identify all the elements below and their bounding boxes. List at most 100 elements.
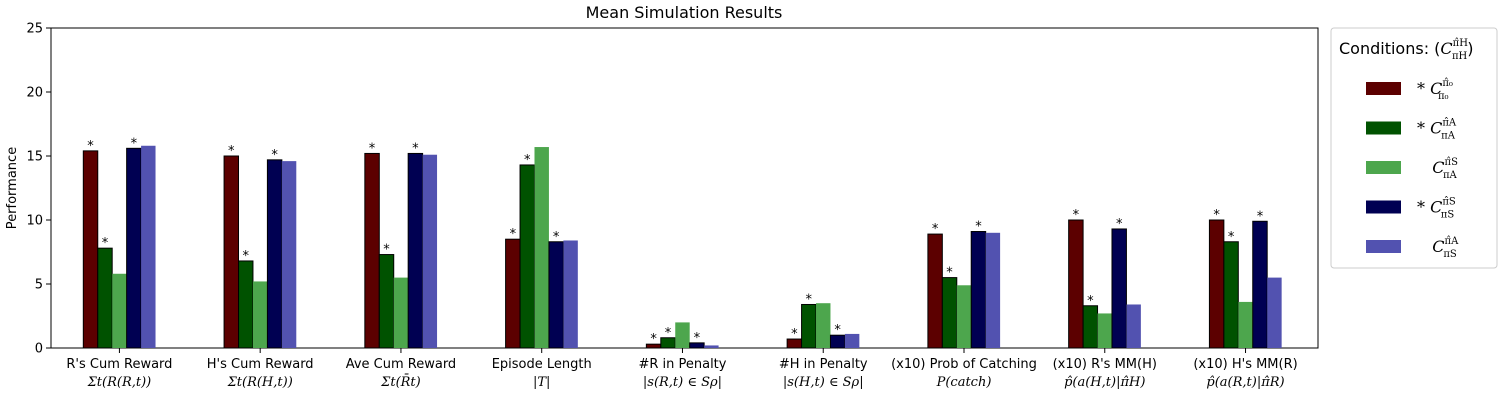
bar <box>675 322 690 348</box>
legend-title-sub: πH <box>1452 51 1468 62</box>
x-tick-formula: Σt(R(R,t)) <box>87 375 152 390</box>
legend-label-symbol: C <box>1430 119 1442 138</box>
x-tick-label: (x10) H's MM(R) <box>1193 357 1297 372</box>
legend-label-symbol: C <box>1432 158 1444 177</box>
legend-label-sub: π₀ <box>1438 91 1449 102</box>
y-tick-label: 0 <box>35 342 43 357</box>
legend-box <box>1330 27 1498 269</box>
x-tick-formula: |T| <box>533 375 550 390</box>
y-tick-label: 15 <box>26 150 43 165</box>
bar <box>829 334 846 349</box>
x-tick-formula: Σt(R̄t) <box>380 374 421 390</box>
legend-label-symbol: C <box>1432 237 1444 256</box>
bars-layer <box>82 145 1282 349</box>
legend-label-sub: πS <box>1443 249 1457 260</box>
x-tick-formula: p̂(a(R,t)|π̂R) <box>1206 375 1284 390</box>
bar <box>970 231 987 349</box>
legend-swatch <box>1366 161 1401 174</box>
x-tick-label: #R in Penalty <box>638 357 726 372</box>
x-tick-formula: Σt(R(H,t)) <box>227 375 293 390</box>
legend-entry: * Cπ̂₀ π₀ <box>1366 78 1453 102</box>
legend-entry: Cπ̂A πS <box>1366 236 1459 260</box>
bar <box>816 303 831 348</box>
bar <box>985 232 1001 348</box>
legend-swatch <box>1366 121 1401 135</box>
significance-star: * <box>510 227 517 242</box>
bar <box>112 273 127 348</box>
bar <box>1252 220 1268 349</box>
significance-star: * <box>806 292 813 307</box>
x-tick-label: (x10) Prob of Catching <box>891 357 1037 372</box>
y-axis-label: Performance <box>5 147 20 229</box>
legend-label-symbol: C <box>1430 79 1442 98</box>
significance-star: * <box>1228 230 1235 245</box>
legend-label: * Cπ̂S πS <box>1417 197 1456 221</box>
legend-label-sup: π̂A <box>1442 118 1457 129</box>
bar <box>1082 305 1099 349</box>
x-tick-label: Ave Cum Reward <box>346 357 456 372</box>
legend-label-sup: π̂S <box>1445 157 1459 168</box>
bar <box>844 333 860 348</box>
bar <box>548 241 564 349</box>
y-tick-label: 5 <box>35 278 43 293</box>
legend-label-marker: * <box>1417 79 1430 98</box>
significance-star: * <box>271 148 278 163</box>
bar <box>238 260 254 349</box>
y-tick-label: 20 <box>26 86 43 101</box>
significance-star: * <box>383 243 390 258</box>
bar <box>941 277 958 349</box>
bar <box>126 147 142 349</box>
legend-label: * Cπ̂A πA <box>1417 118 1457 142</box>
legend-label-symbol: C <box>1430 198 1442 217</box>
significance-star: * <box>524 153 531 168</box>
bar <box>927 233 943 349</box>
significance-star: * <box>242 249 249 264</box>
y-tick-label: 25 <box>26 22 43 37</box>
bar <box>364 152 380 349</box>
bar <box>407 152 424 349</box>
legend-title-symbol: C <box>1440 39 1452 58</box>
significance-star: * <box>1073 208 1080 223</box>
bar <box>1267 277 1282 348</box>
bar <box>1223 241 1239 349</box>
significance-star: * <box>665 326 672 341</box>
bar <box>393 277 409 348</box>
legend-label-sup: π̂S <box>1442 197 1456 208</box>
bar <box>97 247 113 349</box>
significance-star: * <box>650 332 657 347</box>
bar <box>563 240 578 348</box>
bar <box>1097 313 1112 348</box>
bar <box>519 164 535 349</box>
legend: Conditions: (Cπ̂H πH) * Cπ̂₀ π₀* Cπ̂A πA Cπ… <box>1330 27 1498 269</box>
x-tick-formula: p̂(a(H,t)|π̂H) <box>1064 375 1145 390</box>
bar <box>1126 304 1141 348</box>
bar <box>1208 219 1225 349</box>
significance-markers: * * * * * * * * * * * * * * * * * * * * * * * * * * * <box>87 136 1263 347</box>
bar <box>82 150 99 349</box>
significance-star: * <box>1116 217 1123 232</box>
bar <box>956 285 972 348</box>
significance-star: * <box>369 141 376 156</box>
legend-swatch <box>1366 240 1401 253</box>
bar <box>141 145 156 348</box>
significance-star: * <box>694 331 701 346</box>
legend-label-marker <box>1417 237 1432 256</box>
significance-star: * <box>87 139 94 154</box>
legend-title-suffix: ) <box>1467 39 1473 58</box>
significance-star: * <box>228 144 235 159</box>
x-tick-label: (x10) R's MM(H) <box>1053 357 1157 372</box>
legend-label-sup: π̂₀ <box>1442 78 1453 89</box>
legend-entry: Cπ̂S πA <box>1366 157 1458 181</box>
legend-title-sup: π̂H <box>1453 38 1469 49</box>
bar <box>266 159 283 349</box>
significance-star: * <box>1257 209 1264 224</box>
y-axis: 0 5 10 15 20 25 <box>26 22 51 357</box>
significance-star: * <box>1213 208 1220 223</box>
legend-label-marker <box>1417 158 1432 177</box>
significance-star: * <box>1087 294 1094 309</box>
significance-star: * <box>412 141 419 156</box>
significance-star: * <box>102 236 109 251</box>
significance-star: * <box>553 230 560 245</box>
bar <box>422 154 438 348</box>
bar <box>704 345 719 348</box>
